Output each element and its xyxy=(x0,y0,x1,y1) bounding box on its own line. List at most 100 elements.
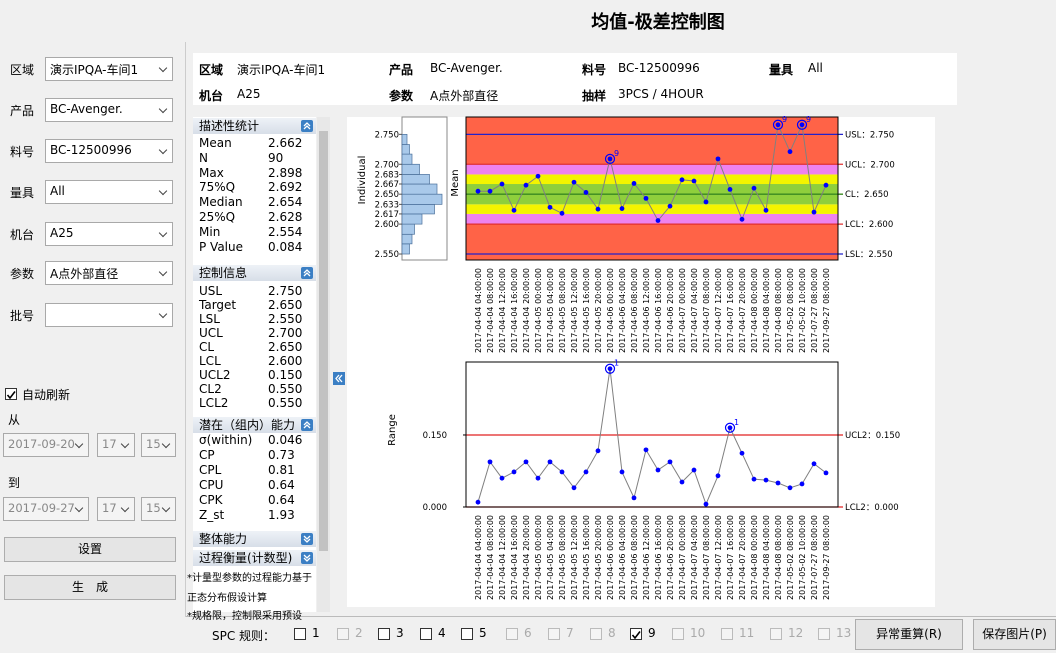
check xyxy=(631,631,641,640)
checkbox-label: 自动刷新 xyxy=(22,388,71,402)
rule-label: 4 xyxy=(438,626,446,640)
dropdown[interactable]: 2017-09-20 xyxy=(3,433,89,457)
stat-label: Mean xyxy=(199,136,232,150)
info-label: 产品 xyxy=(389,63,414,77)
stat-label: USL xyxy=(199,284,223,298)
dropdown[interactable]: All xyxy=(45,180,173,204)
stat-label: 25%Q xyxy=(199,210,236,224)
dropdown-arrow xyxy=(158,104,168,114)
scroll-thumb[interactable] xyxy=(319,131,328,551)
range-label: 从 xyxy=(8,413,21,427)
rule-checkbox xyxy=(721,628,733,640)
stat-label: CPK xyxy=(199,493,223,507)
button[interactable]: 异常重算(R) xyxy=(855,619,963,650)
info-label: 参数 xyxy=(389,89,414,103)
rule-checkbox xyxy=(672,628,684,640)
info-value: A25 xyxy=(237,87,261,101)
dropdown-arrow xyxy=(120,503,130,513)
section-header[interactable]: 描述性统计 xyxy=(193,118,316,134)
stat-label: P Value xyxy=(199,239,244,254)
info-value: 3PCS / 4HOUR xyxy=(618,87,704,101)
info-value: BC-12500996 xyxy=(618,61,700,75)
dropdown[interactable]: 15 xyxy=(141,433,176,457)
stat-label: Max xyxy=(199,165,224,180)
stat-label: UCL2 xyxy=(199,368,231,382)
section-toggle[interactable] xyxy=(301,533,313,545)
rule-label: 13 xyxy=(836,626,852,640)
checkbox[interactable] xyxy=(5,388,17,400)
collapse-button[interactable] xyxy=(333,372,345,385)
dropdown-arrow xyxy=(158,267,168,277)
left-panel xyxy=(0,42,186,617)
info-label: 抽样 xyxy=(582,89,607,103)
collapse-icon xyxy=(335,374,343,383)
section-header[interactable]: 过程衡量(计数型) xyxy=(193,550,316,566)
dropdown-arrow xyxy=(120,439,130,449)
stat-label: N xyxy=(199,150,208,165)
dropdown[interactable]: A25 xyxy=(45,222,173,246)
section-toggle[interactable] xyxy=(301,552,313,564)
section-toggle[interactable] xyxy=(301,120,313,132)
rule-label: 12 xyxy=(788,626,804,640)
stat-label: 75%Q xyxy=(199,180,236,195)
section-title: 控制信息 xyxy=(199,266,248,280)
section-header[interactable]: 潜在（组内）能力 xyxy=(193,417,316,433)
rule-label: 10 xyxy=(690,626,706,640)
scrollbar[interactable] xyxy=(317,117,330,612)
button[interactable]: 生 成 xyxy=(4,575,176,600)
toggle-icon xyxy=(303,554,311,562)
info-label: 区域 xyxy=(199,63,224,77)
dropdown[interactable]: 演示IPQA-车间1 xyxy=(45,57,173,81)
stat-value: 90 xyxy=(268,150,284,165)
stat-label: CP xyxy=(199,448,215,462)
note: *规格限，控制限采用预设 xyxy=(187,611,302,622)
rule-checkbox xyxy=(337,628,349,640)
section-header[interactable]: 整体能力 xyxy=(193,531,316,547)
button[interactable]: 保存图片(P) xyxy=(973,619,1056,650)
dropdown[interactable]: BC-Avenger. xyxy=(45,98,173,122)
rule-checkbox xyxy=(818,628,830,640)
toggle-icon xyxy=(303,535,311,543)
stat-value: 2.750 xyxy=(268,284,303,298)
dropdown[interactable]: 17 xyxy=(97,433,135,457)
dropdown[interactable]: 2017-09-27 xyxy=(3,497,89,521)
filter-label: 批号 xyxy=(10,309,35,323)
check xyxy=(6,391,16,400)
dropdown[interactable]: 17 xyxy=(97,497,135,521)
stat-label: UCL xyxy=(199,326,223,340)
rule-label: 1 xyxy=(312,626,320,640)
rule-checkbox[interactable] xyxy=(420,628,432,640)
rule-checkbox[interactable] xyxy=(461,628,473,640)
rule-checkbox[interactable] xyxy=(378,628,390,640)
info-value: All xyxy=(808,61,823,75)
dropdown[interactable] xyxy=(45,303,173,327)
section-toggle[interactable] xyxy=(301,419,313,431)
section-title: 过程衡量(计数型) xyxy=(199,551,293,565)
button[interactable]: 设置 xyxy=(4,537,176,562)
section-title: 描述性统计 xyxy=(199,119,260,133)
stat-value: 2.554 xyxy=(268,224,303,239)
rule-label: 8 xyxy=(608,626,616,640)
stat-value: 0.046 xyxy=(268,433,303,447)
dropdown[interactable]: A点外部直径 xyxy=(45,261,173,285)
section-header[interactable]: 控制信息 xyxy=(193,265,316,281)
section-toggle[interactable] xyxy=(301,267,313,279)
stat-value: 0.64 xyxy=(268,493,295,507)
stat-value: 2.898 xyxy=(268,165,303,180)
stat-label: Target xyxy=(199,298,237,312)
dropdown[interactable]: BC-12500996 xyxy=(45,139,173,163)
stat-value: 2.550 xyxy=(268,312,303,326)
stat-value: 2.692 xyxy=(268,180,303,195)
rule-checkbox[interactable] xyxy=(630,628,642,640)
rule-checkbox[interactable] xyxy=(294,628,306,640)
stat-label: Median xyxy=(199,195,243,210)
stat-value: 2.600 xyxy=(268,354,303,368)
info-panel xyxy=(193,53,957,105)
dropdown-arrow xyxy=(158,309,168,319)
stat-value: 2.662 xyxy=(268,136,303,150)
dropdown[interactable]: 15 xyxy=(141,497,176,521)
stat-value: 0.550 xyxy=(268,396,303,410)
section-title: 整体能力 xyxy=(199,532,248,546)
filter-label: 量具 xyxy=(10,186,35,200)
stat-label: CPU xyxy=(199,478,224,492)
